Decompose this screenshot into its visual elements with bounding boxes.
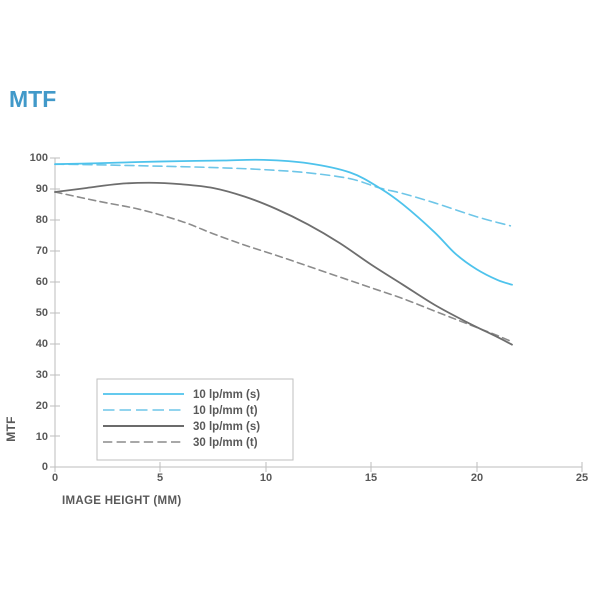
svg-text:10: 10 [36, 431, 48, 443]
svg-text:30 lp/mm (s): 30 lp/mm (s) [193, 421, 260, 433]
svg-text:60: 60 [36, 276, 48, 288]
svg-text:0: 0 [42, 461, 48, 473]
svg-text:30 lp/mm (t): 30 lp/mm (t) [193, 437, 258, 449]
svg-text:20: 20 [36, 400, 48, 412]
svg-text:40: 40 [36, 338, 48, 350]
svg-text:20: 20 [471, 472, 483, 484]
svg-text:30: 30 [36, 369, 48, 381]
svg-text:100: 100 [30, 152, 48, 164]
svg-text:25: 25 [576, 472, 588, 484]
svg-text:90: 90 [36, 183, 48, 195]
svg-text:0: 0 [52, 472, 58, 484]
svg-text:50: 50 [36, 307, 48, 319]
svg-text:10: 10 [260, 472, 272, 484]
svg-text:5: 5 [157, 472, 163, 484]
svg-text:70: 70 [36, 245, 48, 257]
svg-text:10 lp/mm (s): 10 lp/mm (s) [193, 389, 260, 401]
svg-text:15: 15 [365, 472, 377, 484]
svg-text:80: 80 [36, 214, 48, 226]
svg-text:10 lp/mm (t): 10 lp/mm (t) [193, 405, 258, 417]
